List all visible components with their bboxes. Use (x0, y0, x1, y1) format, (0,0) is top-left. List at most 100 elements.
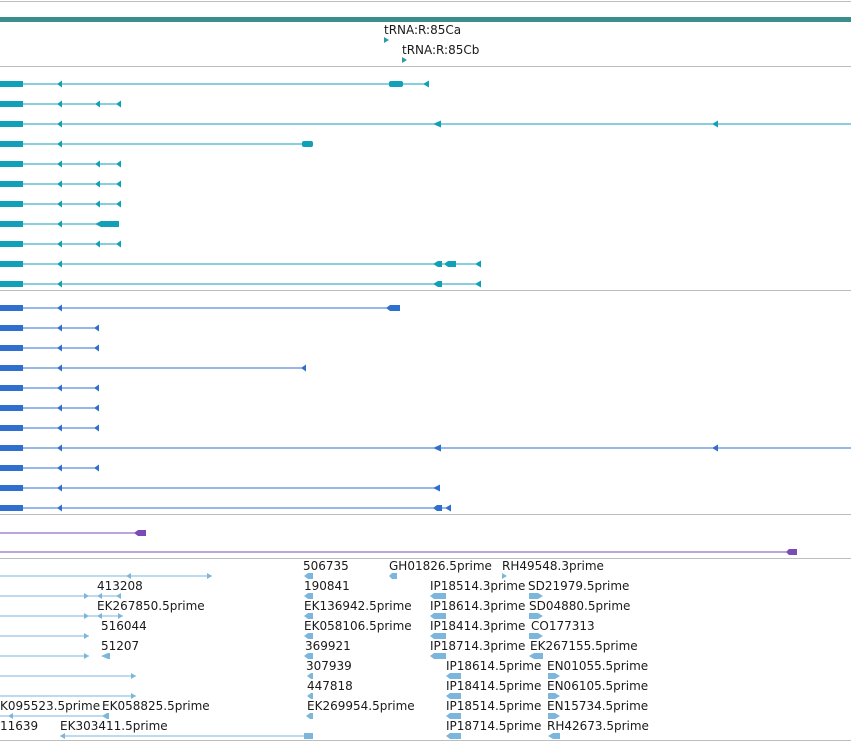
est-label[interactable]: EK267155.5prime (530, 639, 638, 653)
transcript[interactable] (0, 240, 121, 248)
est-alignment[interactable] (0, 573, 212, 579)
trna-feature[interactable] (384, 37, 389, 43)
transcript[interactable] (0, 120, 851, 128)
gene-track-teal (0, 80, 851, 288)
est-alignment[interactable] (0, 653, 110, 659)
transcript[interactable] (0, 200, 121, 208)
est-label[interactable]: CO177313 (531, 619, 595, 633)
est-label[interactable]: IP18714.5prime (446, 719, 541, 733)
est-label[interactable]: IP18414.5prime (446, 679, 541, 693)
transcript[interactable] (0, 530, 146, 536)
est-label[interactable]: EK058106.5prime (304, 619, 412, 633)
transcript[interactable] (0, 304, 400, 312)
trna-feature[interactable] (402, 57, 407, 63)
est-alignment[interactable] (307, 673, 313, 679)
est-alignment[interactable] (430, 633, 446, 639)
est-alignment[interactable] (306, 713, 313, 719)
est-alignment[interactable] (548, 693, 560, 699)
transcript[interactable] (0, 160, 121, 168)
est-alignment[interactable] (430, 593, 446, 599)
est-track (0, 573, 560, 739)
est-label[interactable]: EN15734.5prime (547, 699, 648, 713)
est-label[interactable]: 51207 (101, 639, 139, 653)
transcript[interactable] (0, 464, 99, 472)
transcript[interactable] (0, 504, 451, 512)
est-alignment[interactable] (548, 713, 560, 719)
est-alignment[interactable] (548, 673, 560, 679)
est-label[interactable]: EK267850.5prime (97, 599, 205, 613)
est-label[interactable]: IP18514.5prime (446, 699, 541, 713)
est-label[interactable]: RH42673.5prime (547, 719, 649, 733)
transcript[interactable] (0, 404, 99, 412)
est-alignment[interactable] (304, 593, 313, 599)
est-label[interactable]: 447818 (307, 679, 353, 693)
est-alignment[interactable] (0, 673, 136, 679)
transcript[interactable] (0, 444, 851, 452)
est-label[interactable]: K095523.5prime (0, 699, 100, 713)
est-alignment[interactable] (446, 733, 461, 739)
est-alignment[interactable] (446, 713, 461, 719)
est-label[interactable]: GH01826.5prime (389, 559, 492, 573)
est-alignment[interactable] (548, 733, 560, 739)
est-label[interactable]: 11639 (0, 719, 38, 733)
est-label[interactable]: 190841 (304, 579, 350, 593)
est-label[interactable]: IP18614.3prime (430, 599, 525, 613)
est-label[interactable]: 506735 (303, 559, 349, 573)
transcript[interactable] (0, 384, 99, 392)
est-label[interactable]: 516044 (101, 619, 147, 633)
est-alignment[interactable] (0, 633, 89, 639)
est-alignment[interactable] (0, 693, 136, 699)
est-alignment[interactable] (307, 693, 313, 699)
est-label[interactable]: IP18714.3prime (430, 639, 525, 653)
est-alignment[interactable] (304, 573, 313, 579)
est-alignment[interactable] (430, 613, 446, 619)
transcript[interactable] (0, 344, 99, 352)
est-alignment[interactable] (446, 693, 461, 699)
transcript[interactable] (0, 324, 99, 332)
est-label[interactable]: EK269954.5prime (307, 699, 415, 713)
transcript[interactable] (0, 180, 121, 188)
est-alignment[interactable] (304, 653, 313, 659)
transcript[interactable] (0, 364, 306, 372)
est-alignment[interactable] (304, 613, 313, 619)
est-alignment[interactable] (529, 633, 543, 639)
est-label[interactable]: IP18614.5prime (446, 659, 541, 673)
est-alignment[interactable] (60, 733, 313, 739)
est-alignment[interactable] (0, 713, 109, 719)
est-alignment[interactable] (529, 613, 543, 619)
est-alignment[interactable] (0, 613, 123, 619)
transcript[interactable] (0, 549, 797, 555)
trna-track: tRNA:R:85Ca tRNA:R:85Cb (384, 23, 479, 63)
est-label[interactable]: 369921 (305, 639, 351, 653)
est-label[interactable]: SD04880.5prime (529, 599, 630, 613)
est-alignment[interactable] (0, 593, 121, 599)
est-label[interactable]: 413208 (97, 579, 143, 593)
transcript[interactable] (0, 80, 429, 88)
est-label[interactable]: IP18414.3prime (430, 619, 525, 633)
est-label[interactable]: SD21979.5prime (528, 579, 629, 593)
est-alignment[interactable] (529, 593, 543, 599)
transcript[interactable] (0, 484, 440, 492)
est-label[interactable]: EK058825.5prime (102, 699, 210, 713)
est-label[interactable]: EK303411.5prime (60, 719, 168, 733)
trna-label[interactable]: tRNA:R:85Ca (384, 23, 461, 37)
transcript[interactable] (0, 280, 481, 288)
est-label[interactable]: EK136942.5prime (304, 599, 412, 613)
est-label[interactable]: RH49548.3prime (502, 559, 604, 573)
transcript[interactable] (0, 220, 119, 228)
est-alignment[interactable] (446, 673, 461, 679)
est-alignment[interactable] (430, 653, 446, 659)
est-label[interactable]: EN01055.5prime (547, 659, 648, 673)
transcript[interactable] (0, 260, 481, 268)
est-alignment[interactable] (389, 573, 397, 579)
transcript[interactable] (0, 140, 313, 148)
est-alignment[interactable] (304, 633, 313, 639)
est-alignment[interactable] (529, 653, 543, 659)
est-label[interactable]: EN06105.5prime (547, 679, 648, 693)
transcript[interactable] (0, 424, 99, 432)
est-alignment[interactable] (502, 573, 507, 579)
trna-label[interactable]: tRNA:R:85Cb (402, 43, 479, 57)
transcript[interactable] (0, 100, 121, 108)
est-label[interactable]: 307939 (306, 659, 352, 673)
est-label[interactable]: IP18514.3prime (430, 579, 525, 593)
